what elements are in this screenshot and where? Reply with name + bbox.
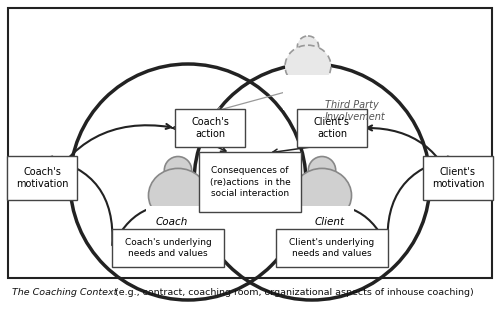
Text: Coach's
action: Coach's action (191, 117, 229, 139)
Text: Client's
action: Client's action (314, 117, 350, 139)
Text: Consequences of
(re)actions  in the
social interaction: Consequences of (re)actions in the socia… (210, 166, 290, 198)
Ellipse shape (292, 169, 352, 222)
Text: The Coaching Context: The Coaching Context (12, 288, 118, 297)
Bar (146, 206, 210, 252)
Text: Coach's underlying
needs and values: Coach's underlying needs and values (124, 238, 212, 258)
Bar (283, 75, 333, 110)
FancyBboxPatch shape (112, 229, 224, 267)
Circle shape (308, 157, 336, 184)
Text: (e.g., contract, coaching room, organizational aspects of inhouse coaching): (e.g., contract, coaching room, organiza… (112, 288, 474, 297)
FancyBboxPatch shape (7, 156, 77, 200)
Text: Coach's
motivation: Coach's motivation (16, 167, 68, 189)
Bar (290, 206, 354, 252)
FancyBboxPatch shape (276, 229, 388, 267)
Ellipse shape (285, 45, 331, 87)
FancyBboxPatch shape (297, 109, 367, 147)
Text: Client's underlying
needs and values: Client's underlying needs and values (290, 238, 374, 258)
FancyBboxPatch shape (199, 152, 301, 212)
Text: Client: Client (315, 217, 345, 227)
Circle shape (164, 157, 192, 184)
Bar (8, 8, 492, 278)
FancyBboxPatch shape (423, 156, 493, 200)
Ellipse shape (148, 169, 208, 222)
Circle shape (298, 36, 318, 57)
Text: Third Party
Involvement: Third Party Involvement (325, 100, 386, 122)
Text: Coach: Coach (156, 217, 188, 227)
Text: Client's
motivation: Client's motivation (432, 167, 484, 189)
FancyBboxPatch shape (175, 109, 245, 147)
